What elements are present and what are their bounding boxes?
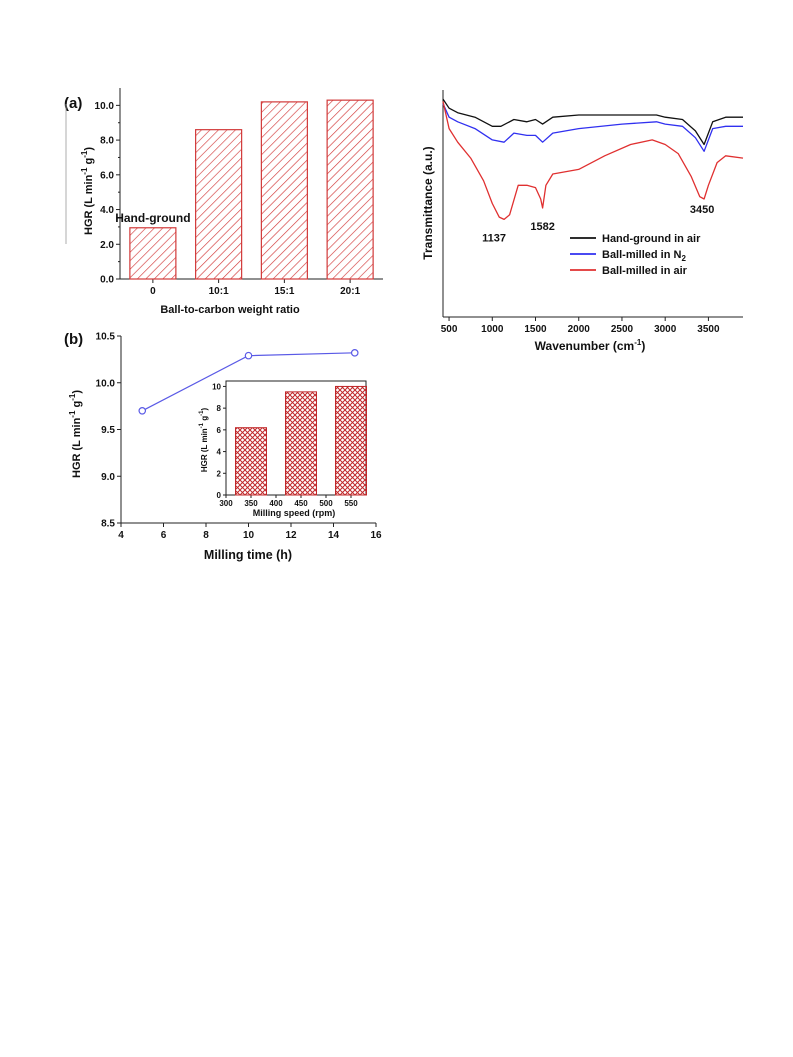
peak-label-1137: 1137 <box>482 232 506 244</box>
inset-y-tick-label: 10 <box>212 382 221 391</box>
inset-x-tick-label: 400 <box>269 499 283 508</box>
panel-a-y-axis-label: HGR (L min-1 g-1) <box>80 147 95 235</box>
ftir-series-2 <box>442 101 744 221</box>
panel-a-x-tick-label: 0 <box>150 286 156 297</box>
inset-y-tick-label: 6 <box>217 426 222 435</box>
inset-y-tick-label: 2 <box>217 469 222 478</box>
panel-a-x-axis-label: Ball-to-carbon weight ratio <box>160 304 300 316</box>
ftir-series-1 <box>442 103 743 152</box>
panel-b-y-tick-label: 10.0 <box>96 378 116 389</box>
milling-time-point <box>350 349 359 357</box>
ftir-x-axis-label: Wavenumber (cm-1) <box>535 338 646 353</box>
panel-a-y-tick-label: 6.0 <box>100 170 114 181</box>
panel-a-bar-chart: (a) 0.0 2.0 4.0 6.0 8.0 10.0 0 10:1 15:1 20:1 Han… <box>64 88 383 316</box>
panel-b-y-axis-label: HGR (L min-1 g-1) <box>68 390 83 478</box>
panel-a-x-tick-label: 10:1 <box>209 286 229 297</box>
hand-ground-annotation: Hand-ground <box>115 211 190 225</box>
panel-b-line-chart: (b) 8.5 9.0 9.5 10.0 10.5 4 6 8 10 12 14 16 Milling… <box>64 331 382 562</box>
panel-b-inset-bar-chart: 0 2 4 6 8 10 300 350 400 450 500 550 Milling speed … <box>199 380 367 518</box>
panel-a-y-tick-label: 10.0 <box>95 101 115 112</box>
ftir-x-tick-label: 2500 <box>611 324 634 335</box>
panel-b-x-tick-label: 4 <box>118 530 124 541</box>
panel-b-y-tick-label: 9.0 <box>101 472 115 483</box>
ftir-x-tick-label: 1500 <box>524 324 547 335</box>
panel-a-y-tick-label: 4.0 <box>100 205 114 216</box>
legend-label-1: Ball-milled in N2 <box>602 249 686 263</box>
inset-y-tick-label: 4 <box>217 448 222 457</box>
panel-b-x-tick-label: 6 <box>161 530 167 541</box>
panel-a-label: (a) <box>64 95 82 112</box>
bar-1 <box>195 129 243 280</box>
peak-label-1582: 1582 <box>530 221 554 233</box>
ftir-series-0 <box>442 98 743 146</box>
milling-time-point <box>138 406 147 415</box>
inset-bar-1 <box>285 391 317 496</box>
panel-b-x-tick-label: 12 <box>285 530 297 541</box>
milling-time-point <box>244 351 253 360</box>
inset-y-tick-label: 0 <box>217 491 222 500</box>
panel-b-y-tick-label: 10.5 <box>96 332 116 343</box>
inset-bar-2 <box>335 385 367 496</box>
inset-y-tick-label: 8 <box>217 404 222 413</box>
ftir-x-tick-label: 2000 <box>568 324 591 335</box>
panel-b-y-tick-label: 8.5 <box>101 519 115 530</box>
panel-b-x-tick-label: 16 <box>370 530 382 541</box>
legend-label-0: Hand-ground in air <box>602 233 701 245</box>
inset-x-tick-label: 550 <box>344 499 358 508</box>
ftir-x-tick-label: 3000 <box>654 324 677 335</box>
ftir-y-axis-label: Transmittance (a.u.) <box>421 146 435 259</box>
bar-0 <box>129 227 177 280</box>
panel-b-label: (b) <box>64 331 83 348</box>
ftir-x-tick-label: 500 <box>441 324 458 335</box>
inset-x-tick-label: 500 <box>319 499 333 508</box>
ftir-x-tick-label: 1000 <box>481 324 504 335</box>
ftir-x-tick-label: 3500 <box>697 324 720 335</box>
panel-b-x-tick-label: 14 <box>328 530 340 541</box>
inset-x-axis-label: Milling speed (rpm) <box>253 508 336 518</box>
peak-label-3450: 3450 <box>690 204 714 216</box>
panel-b-x-axis-label: Milling time (h) <box>204 548 292 562</box>
panel-a-y-tick-label: 8.0 <box>100 136 114 147</box>
inset-x-tick-label: 350 <box>244 499 258 508</box>
legend-label-2: Ball-milled in air <box>602 265 688 277</box>
panel-a-y-tick-label: 2.0 <box>100 240 114 251</box>
inset-x-tick-label: 450 <box>294 499 308 508</box>
panel-a-y-tick-label: 0.0 <box>100 275 114 286</box>
ftir-legend: Hand-ground in air Ball-milled in N2 Ball-… <box>570 233 701 277</box>
panel-b-x-tick-label: 8 <box>203 530 209 541</box>
bar-3 <box>326 99 374 280</box>
panel-a-x-tick-label: 15:1 <box>274 286 294 297</box>
panel-a-x-tick-label: 20:1 <box>340 286 360 297</box>
inset-x-tick-label: 300 <box>219 499 233 508</box>
panel-b-x-tick-label: 10 <box>243 530 255 541</box>
inset-y-axis-label: HGR (L min-1 g-1) <box>199 408 209 473</box>
inset-bar-0 <box>235 427 267 496</box>
ftir-spectra-chart: 500 1000 1500 2000 2500 3000 3500 1137 1582 3450… <box>421 90 744 353</box>
panel-b-y-tick-label: 9.5 <box>101 425 115 436</box>
bar-2 <box>260 101 308 280</box>
